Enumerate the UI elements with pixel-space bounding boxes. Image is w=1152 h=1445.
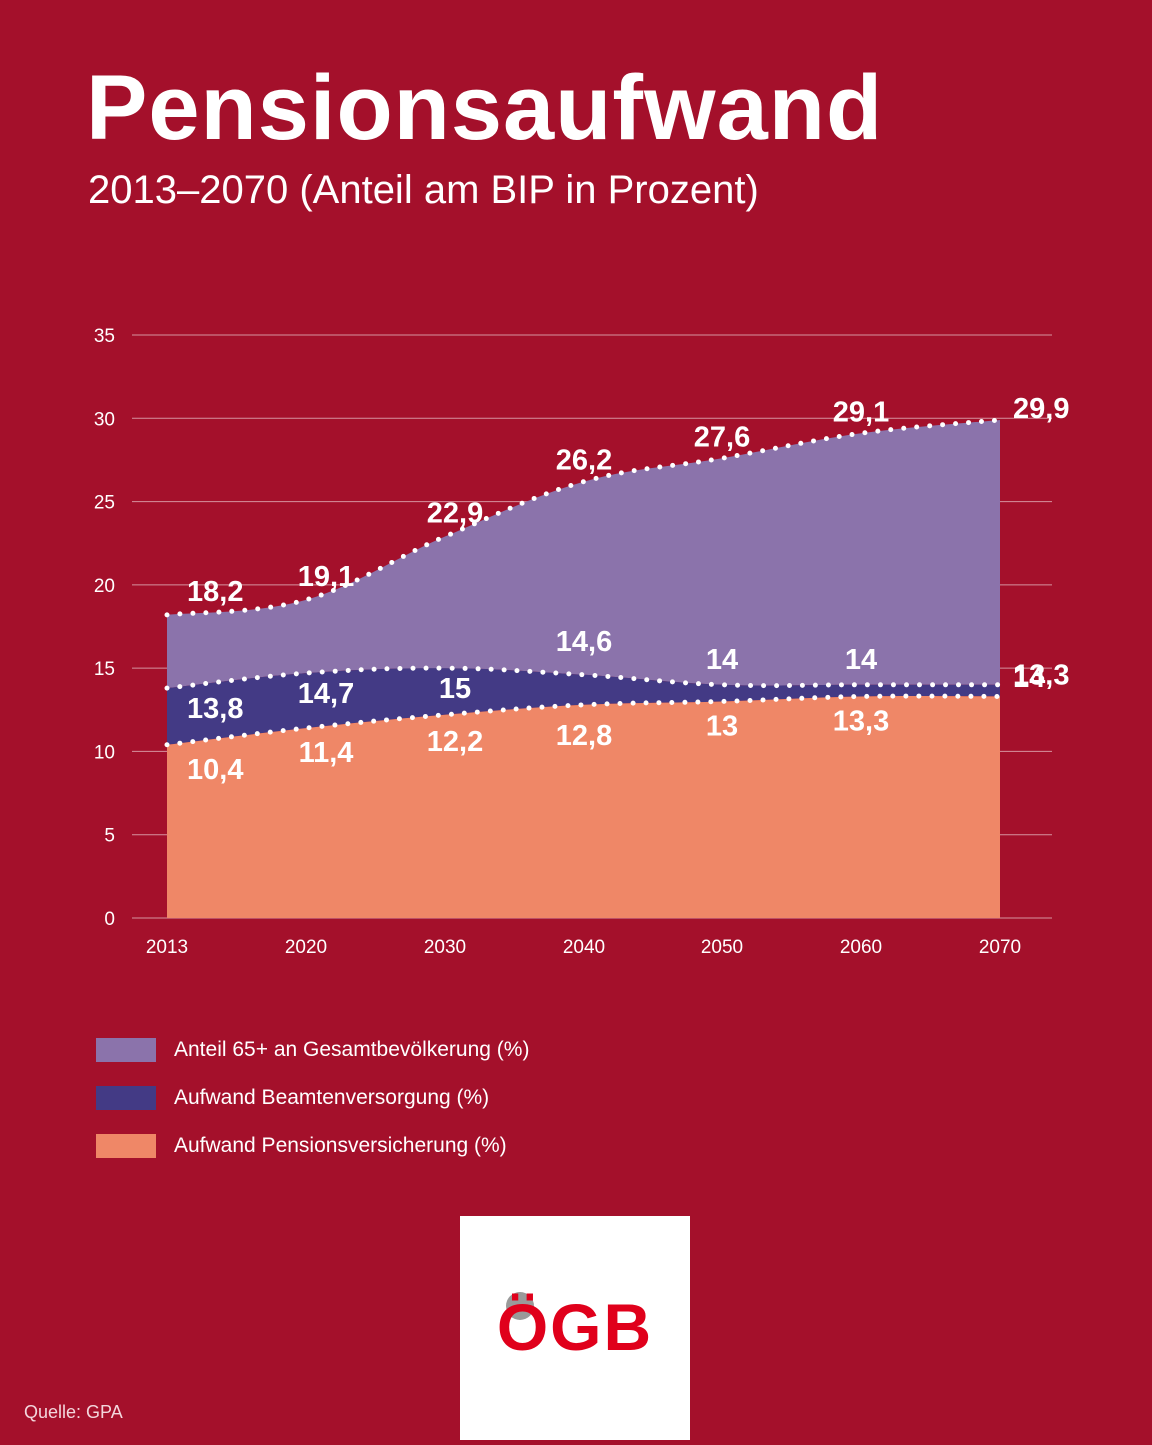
y-tick-label: 10 — [94, 742, 115, 763]
legend-item-pensionsversicherung: Aufwand Pensionsversicherung (%) — [96, 1122, 529, 1170]
x-axis-ticks: 2013 2020 2030 2040 2050 2060 2070 — [146, 937, 1021, 958]
data-label: 19,1 — [298, 561, 354, 593]
legend-label: Anteil 65+ an Gesamtbevölkerung (%) — [174, 1038, 530, 1061]
x-tick-label: 2020 — [285, 937, 327, 958]
area-anteil-65 — [167, 419, 1000, 689]
legend-label: Aufwand Pensionsversicherung (%) — [174, 1134, 507, 1157]
series-dotted-lines — [164, 417, 1003, 748]
logo-umlaut-mark — [506, 1292, 534, 1320]
data-label: 13,3 — [833, 705, 889, 737]
data-label: 29,9 — [1013, 393, 1069, 425]
series-line-anteil-65 — [164, 417, 1003, 618]
data-label: 14,6 — [556, 626, 612, 658]
data-label: 12,8 — [556, 720, 612, 752]
series-line-beamtenversorgung — [164, 665, 1003, 691]
data-label: 13 — [706, 710, 738, 742]
x-tick-label: 2030 — [424, 937, 466, 958]
data-label: 13,3 — [1013, 659, 1069, 691]
data-label: 14 — [706, 644, 738, 676]
x-tick-label: 2040 — [563, 937, 605, 958]
oegb-logo-mark: ÖGB — [497, 1290, 653, 1364]
y-axis-ticks: 0 5 10 15 20 25 30 35 — [94, 326, 115, 930]
data-label: 29,1 — [833, 396, 889, 428]
data-label: 18,2 — [187, 576, 243, 608]
oegb-logo: ÖGB — [460, 1216, 690, 1440]
data-label: 26,2 — [556, 445, 612, 477]
data-label: 11,4 — [299, 737, 354, 769]
legend-label: Aufwand Beamtenversorgung (%) — [174, 1086, 490, 1109]
area-beamtenversorgung — [167, 668, 1000, 745]
area-pensionsversicherung — [167, 696, 1000, 918]
data-label: 15 — [439, 673, 471, 705]
data-label: 14,7 — [298, 678, 354, 710]
data-labels: 18,2 19,1 22,9 26,2 27,6 29,1 29,9 13,8 14,7 15 14… — [187, 393, 1069, 786]
y-tick-label: 30 — [94, 409, 115, 430]
y-tick-label: 35 — [94, 326, 115, 347]
data-label: 14 — [1013, 662, 1045, 694]
page-title: Pensionsaufwand — [86, 57, 884, 159]
y-tick-label: 5 — [104, 826, 115, 847]
data-label: 10,4 — [187, 754, 243, 786]
x-tick-label: 2013 — [146, 937, 188, 958]
legend-swatch — [96, 1086, 156, 1110]
chart-areas — [167, 419, 1000, 918]
source-note: Quelle: GPA — [24, 1402, 123, 1422]
data-label: 12,2 — [427, 726, 483, 758]
y-tick-label: 0 — [104, 909, 115, 930]
logo-wordmark: ÖGB — [497, 1290, 653, 1364]
legend-item-beamtenversorgung: Aufwand Beamtenversorgung (%) — [96, 1074, 529, 1122]
page-subtitle: 2013–2070 (Anteil am BIP in Prozent) — [88, 168, 759, 212]
y-tick-label: 20 — [94, 576, 115, 597]
legend-swatch — [96, 1134, 156, 1158]
y-tick-label: 25 — [94, 493, 115, 514]
legend: Anteil 65+ an Gesamtbevölkerung (%) Aufw… — [96, 1026, 529, 1170]
data-label: 22,9 — [427, 498, 483, 530]
legend-item-anteil-65: Anteil 65+ an Gesamtbevölkerung (%) — [96, 1026, 529, 1074]
data-label: 14 — [845, 644, 877, 676]
data-label: 13,8 — [187, 693, 243, 725]
legend-swatch — [96, 1038, 156, 1062]
x-tick-label: 2050 — [701, 937, 743, 958]
data-label: 27,6 — [694, 421, 750, 453]
x-tick-label: 2070 — [979, 937, 1021, 958]
x-tick-label: 2060 — [840, 937, 882, 958]
y-tick-label: 15 — [94, 659, 115, 680]
